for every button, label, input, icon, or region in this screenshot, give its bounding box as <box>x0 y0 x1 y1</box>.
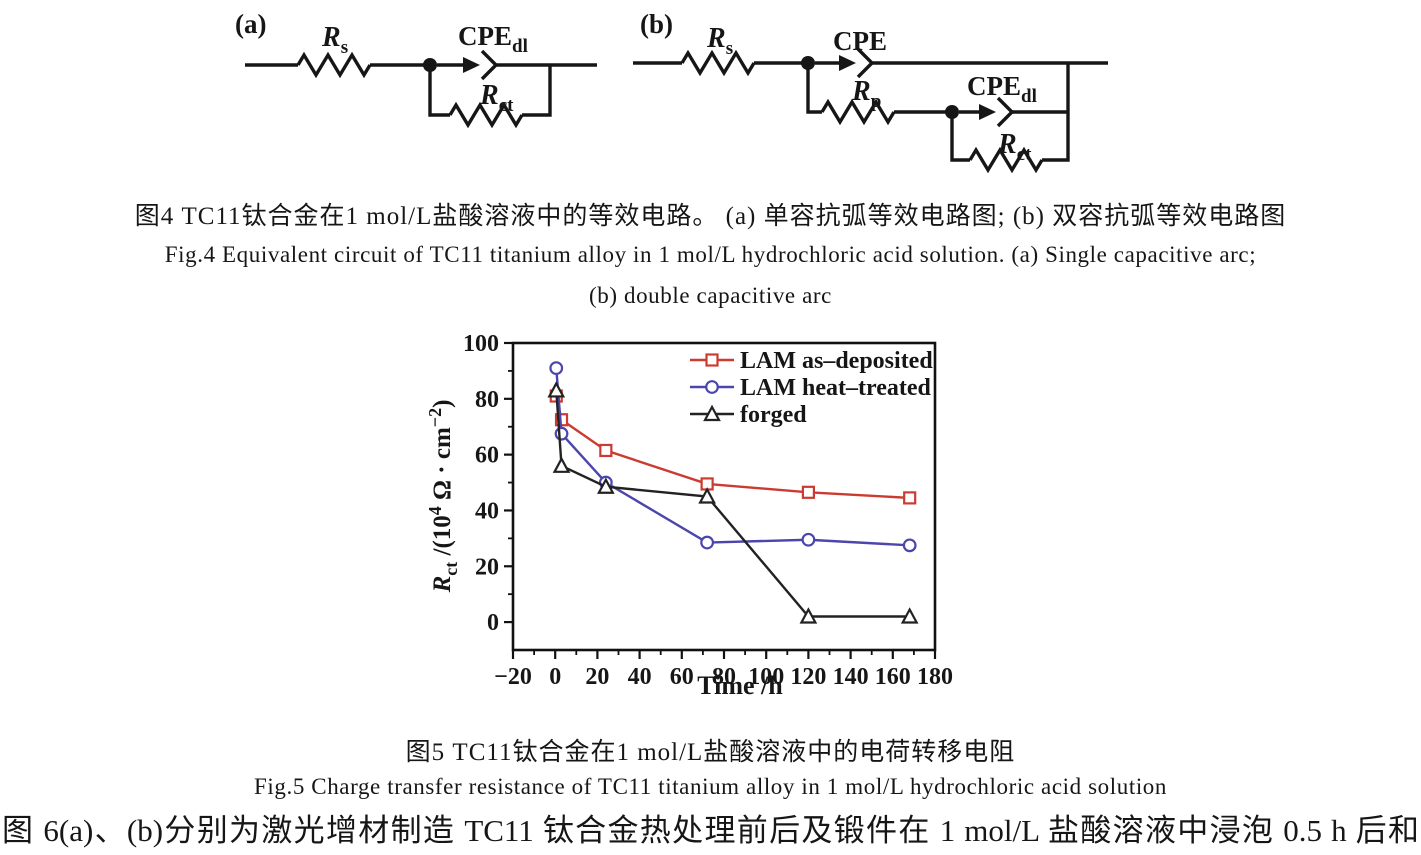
y-tick-label: 100 <box>463 331 499 357</box>
cpe-arrowhead <box>463 57 480 73</box>
triangle-marker <box>552 456 571 473</box>
triangle-marker <box>799 607 818 624</box>
legend-label: forged <box>740 402 807 428</box>
x-tick-label: 40 <box>628 664 652 690</box>
wire <box>1042 63 1070 162</box>
y-tick-label: 40 <box>475 498 499 524</box>
x-tick-label: 60 <box>670 664 694 690</box>
paragraph-text: 图 6(a)、(b)分别为激光增材制造 TC11 钛合金热处理前后及锻件在 1 … <box>2 813 1419 848</box>
circle-marker <box>705 380 719 394</box>
legend-label: LAM as–deposited <box>740 348 933 374</box>
x-tick-label: 100 <box>748 664 784 690</box>
wire <box>806 63 822 114</box>
triangle-marker <box>900 607 919 624</box>
figure4-caption-en-line1: Fig.4 Equivalent circuit of TC11 titaniu… <box>164 242 1257 267</box>
label-cpedl-a: CPEdl <box>458 21 528 57</box>
circuit-a-diagram: (a) Rs CPEdl Rct <box>235 9 597 129</box>
x-tick-label: 120 <box>790 664 826 690</box>
cpe-chevron-icon <box>480 49 499 81</box>
circle-marker <box>549 361 564 376</box>
circuit-b-diagram: (b) Rs CPE Rp CPEdl Rct <box>633 9 1108 174</box>
cpe-chevron-icon <box>996 96 1015 128</box>
cpe-arrowhead <box>979 104 996 120</box>
x-tick-label: 160 <box>875 664 911 690</box>
resistor-rct-b <box>968 146 1044 174</box>
x-tick-label: 20 <box>585 664 609 690</box>
resistor-rct-a <box>448 101 524 129</box>
rct-vs-time-chart: −20 0 20 40 60 80 100 120 140 160 180020406080100T… <box>425 331 953 700</box>
y-tick-label: 80 <box>475 387 499 413</box>
series-line-2 <box>555 390 910 618</box>
x-axis-title: Time /h <box>697 671 783 700</box>
wire <box>522 65 552 117</box>
figure4-caption-en-line2: (b) double capacitive arc <box>589 283 832 308</box>
figure5-caption-en: Fig.5 Charge transfer resistance of TC11… <box>253 774 1168 799</box>
resistor-rs-a <box>296 51 372 79</box>
x-tick-label: −20 <box>494 664 532 690</box>
figure4-circuits: (a) Rs CPEdl Rct (b) Rs CPE Rp <box>235 9 1108 174</box>
x-tick-label: 140 <box>833 664 869 690</box>
x-tick-label: 0 <box>549 664 561 690</box>
legend-item-2: forged <box>690 402 807 428</box>
circle-marker <box>700 535 715 550</box>
legend-label: LAM heat–treated <box>740 375 931 401</box>
label-rs-b: Rs <box>706 23 733 59</box>
resistor-rs-b <box>680 49 756 77</box>
cpe-arrowhead <box>839 55 856 71</box>
label-rs-a: Rs <box>321 22 348 58</box>
panel-label-a: (a) <box>235 9 266 39</box>
wire <box>950 112 970 162</box>
figure4-caption-cn: 图4 TC11钛合金在1 mol/L盐酸溶液中的等效电路。 (a) 单容抗弧等效… <box>134 203 1287 230</box>
y-tick-label: 20 <box>475 554 499 580</box>
y-tick-label: 0 <box>487 610 499 636</box>
legend-item-1: LAM heat–treated <box>690 375 931 401</box>
circle-marker <box>554 426 569 441</box>
x-tick-label: 80 <box>712 664 736 690</box>
resistor-rp-b <box>820 98 896 126</box>
y-axis-title: Rct /(104 Ω · cm−2) <box>425 400 461 594</box>
label-rct-a: Rct <box>479 80 514 116</box>
figure5-caption-cn: 图5 TC11钛合金在1 mol/L盐酸溶液中的电荷转移电阻 <box>405 739 1016 766</box>
series-2 <box>547 381 919 624</box>
circle-marker <box>902 538 917 553</box>
panel-label-b: (b) <box>640 9 673 39</box>
triangle-marker <box>547 381 566 398</box>
legend-item-0: LAM as–deposited <box>690 348 933 374</box>
wire <box>428 65 450 117</box>
square-marker <box>903 491 917 505</box>
label-rct-b: Rct <box>997 129 1032 165</box>
square-marker <box>705 353 719 367</box>
triangle-marker <box>698 487 716 504</box>
series-line-1 <box>555 368 910 547</box>
square-marker <box>801 485 815 499</box>
triangle-marker <box>703 404 721 422</box>
label-cpe-b: CPE <box>833 26 887 56</box>
label-cpedl-b: CPEdl <box>967 71 1037 107</box>
square-marker <box>599 443 613 458</box>
y-tick-label: 60 <box>475 443 499 469</box>
triangle-marker <box>596 477 615 494</box>
label-rp-b: Rp <box>851 76 881 112</box>
x-tick-label: 180 <box>917 664 953 690</box>
circle-marker <box>801 532 816 547</box>
